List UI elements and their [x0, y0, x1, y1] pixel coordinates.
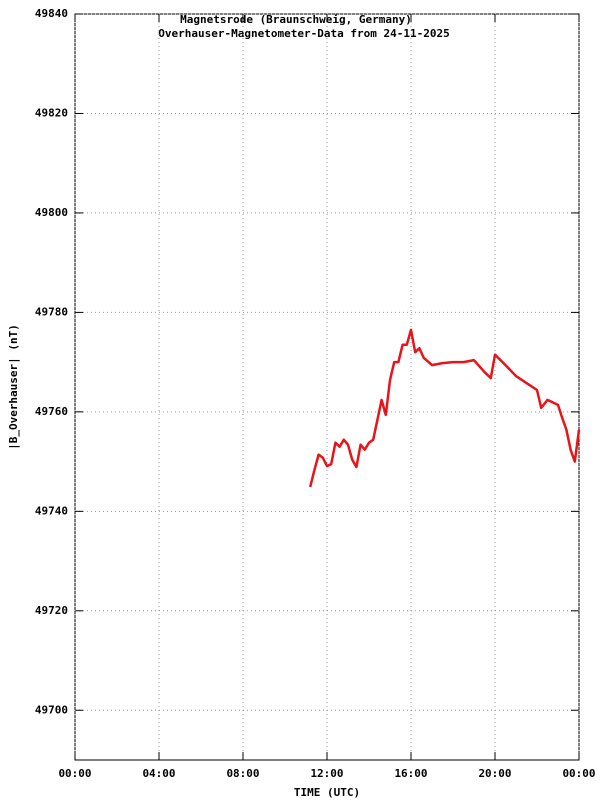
x-tick-label: 20:00	[478, 767, 511, 780]
y-tick-label: 49840	[35, 7, 68, 20]
data-line	[308, 328, 581, 488]
y-tick-label: 49800	[35, 206, 68, 219]
y-axis-label: |B_Overhauser| (nT)	[7, 324, 20, 450]
x-tick-label: 04:00	[142, 767, 175, 780]
y-tick-label: 49820	[35, 106, 68, 119]
x-tick-label: 08:00	[226, 767, 259, 780]
x-tick-label: 16:00	[394, 767, 427, 780]
y-tick-label: 49740	[35, 504, 68, 517]
chart-title: Magnetsrode (Braunschweig, Germany)	[180, 13, 412, 26]
x-axis-label: TIME (UTC)	[294, 786, 360, 799]
y-tick-label: 49700	[35, 703, 68, 716]
x-tick-label: 00:00	[562, 767, 595, 780]
chart-subtitle: Overhauser-Magnetometer-Data from 24-11-…	[158, 27, 449, 40]
x-tick-label: 12:00	[310, 767, 343, 780]
y-tick-label: 49780	[35, 305, 68, 318]
x-tick-label: 00:00	[58, 767, 91, 780]
y-tick-label: 49760	[35, 405, 68, 418]
y-tick-label: 49720	[35, 604, 68, 617]
